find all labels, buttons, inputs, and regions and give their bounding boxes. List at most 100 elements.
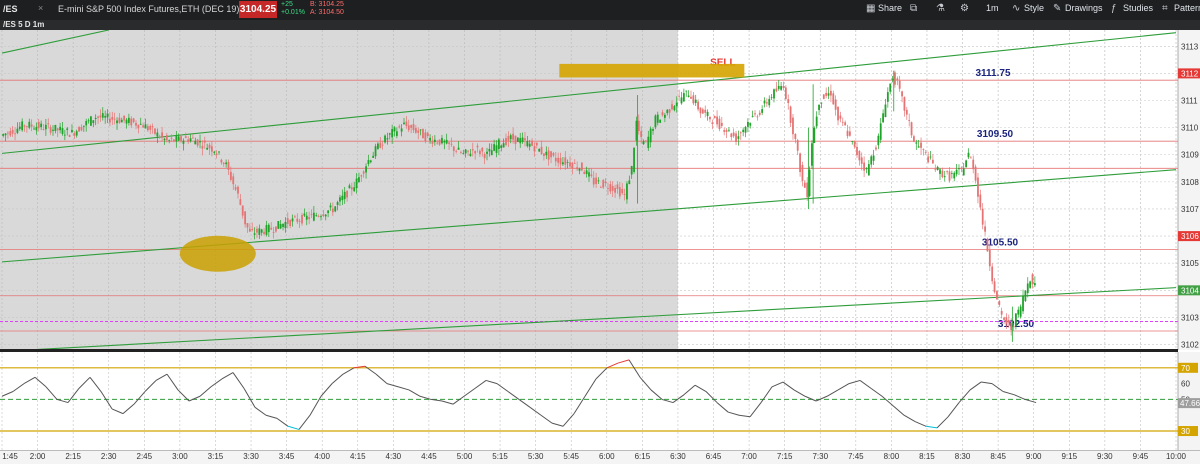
- price-axis: [1178, 30, 1200, 350]
- rsi-segment: [595, 367, 608, 380]
- candle-body: [851, 141, 854, 142]
- candle-body: [533, 146, 536, 152]
- rsi-segment: [254, 406, 267, 416]
- price-level-label: 3111.75: [975, 68, 1010, 79]
- rsi-segment: [672, 394, 685, 403]
- candle-body: [877, 135, 880, 146]
- candle-body: [934, 169, 937, 171]
- symbol-field[interactable]: /ES: [3, 4, 18, 14]
- rsi-segment: [144, 380, 157, 392]
- rsi-background: [0, 352, 1178, 450]
- candle-body: [331, 208, 334, 213]
- candle-body: [623, 194, 626, 195]
- studies-button[interactable]: Studies: [1123, 3, 1154, 13]
- style-icon[interactable]: ∿: [1012, 3, 1021, 14]
- rsi-segment: [562, 413, 575, 427]
- time-axis: 1:45 2:00 2:15 2:30 2:45 3:00 3:15 3:30 3:45 4:00…: [0, 450, 1200, 464]
- candle-body: [52, 129, 54, 131]
- candle-body: [680, 97, 683, 104]
- drawings-icon[interactable]: ✎: [1053, 3, 1062, 14]
- candle-body: [75, 131, 78, 136]
- candle-body: [248, 228, 251, 232]
- candle-body: [573, 163, 576, 164]
- candle-body: [1010, 323, 1013, 330]
- candle-body: [692, 95, 695, 104]
- price-tick-label: 3113: [1181, 42, 1199, 51]
- flask-icon[interactable]: ⚗: [936, 3, 945, 14]
- rsi-segment: [760, 386, 773, 403]
- candle-body: [194, 140, 197, 145]
- rsi-segment: [529, 406, 542, 416]
- candle-body: [286, 218, 289, 224]
- candle-body: [315, 215, 318, 217]
- drawings-button[interactable]: Drawings: [1065, 3, 1103, 13]
- candle-body: [550, 151, 552, 158]
- candle-body: [85, 121, 88, 126]
- candle-body: [865, 168, 868, 170]
- timeframe-button[interactable]: 1m: [986, 3, 999, 13]
- candle-body: [213, 151, 216, 153]
- patterns-button[interactable]: Patterns: [1174, 3, 1200, 13]
- share-button[interactable]: Share: [878, 3, 903, 13]
- bid-ask-readout: B: 3104.25 A: 3104.50: [310, 1, 344, 17]
- rsi-tick-label: 60: [1181, 380, 1190, 389]
- candle-body: [765, 102, 768, 104]
- candle-body: [827, 93, 830, 96]
- candle-body: [521, 137, 524, 143]
- clear-symbol-icon[interactable]: ×: [38, 3, 44, 13]
- change-readout: +25 +0.01%: [281, 1, 305, 17]
- rsi-level-tag: [1178, 362, 1198, 373]
- rsi-chart[interactable]: 30506070703047.66: [0, 352, 1200, 450]
- patterns-icon[interactable]: ⌗: [1162, 3, 1168, 14]
- rsi-segment: [518, 399, 531, 408]
- rsi-segment: [584, 378, 597, 397]
- candle-body: [782, 85, 785, 89]
- candle-body: [927, 156, 930, 163]
- candle-body: [777, 85, 780, 89]
- candle-body: [813, 127, 816, 143]
- time-tick-label: 4:30: [385, 452, 402, 461]
- candle-body: [673, 106, 676, 111]
- save-icon[interactable]: ⧉: [910, 3, 918, 14]
- price-tick-label: 3102: [1181, 341, 1199, 350]
- candle-body: [818, 104, 820, 111]
- candle-body: [884, 104, 887, 118]
- pane-divider[interactable]: [0, 349, 1178, 353]
- candle-body: [792, 117, 794, 135]
- ask-value: A: 3104.50: [310, 9, 344, 16]
- candle-body: [33, 128, 35, 130]
- time-tick-label: 8:00: [883, 452, 900, 461]
- candle-body: [229, 171, 232, 180]
- style-button[interactable]: Style: [1024, 3, 1045, 13]
- share-icon[interactable]: ▦: [866, 3, 876, 14]
- candle-body: [652, 129, 654, 131]
- settings-icon[interactable]: ⚙: [960, 3, 969, 14]
- price-tick-label: 3103: [1181, 313, 1199, 322]
- price-level-label: 3105.50: [982, 238, 1019, 249]
- rsi-level-tag-label: 70: [1181, 364, 1190, 373]
- studies-icon[interactable]: ƒ: [1111, 3, 1117, 14]
- rsi-segment: [23, 376, 36, 385]
- candle-body: [569, 162, 571, 167]
- candle-body: [844, 122, 847, 126]
- candle-body: [1017, 309, 1020, 315]
- candle-body: [564, 157, 567, 165]
- candle-body: [856, 146, 858, 156]
- candle-body: [891, 78, 894, 80]
- candle-body: [80, 126, 83, 131]
- candle-body: [509, 135, 512, 140]
- bid-value: B: 3104.25: [310, 1, 344, 8]
- candle-body: [336, 202, 339, 205]
- candle-body: [469, 153, 472, 157]
- time-tick-label: 6:30: [670, 452, 686, 461]
- candle-body: [775, 88, 778, 92]
- candle-body: [429, 137, 431, 141]
- time-tick-label: 10:00: [1165, 452, 1187, 461]
- candle-body: [915, 142, 918, 144]
- candle-body: [7, 132, 9, 134]
- candle-body: [839, 115, 842, 119]
- sell-zone-box: [559, 63, 745, 78]
- rsi-segment: [430, 398, 443, 402]
- candle-body: [531, 140, 533, 146]
- price-chart[interactable]: 3111.753109.503105.503102.50SELL31023103…: [0, 30, 1200, 350]
